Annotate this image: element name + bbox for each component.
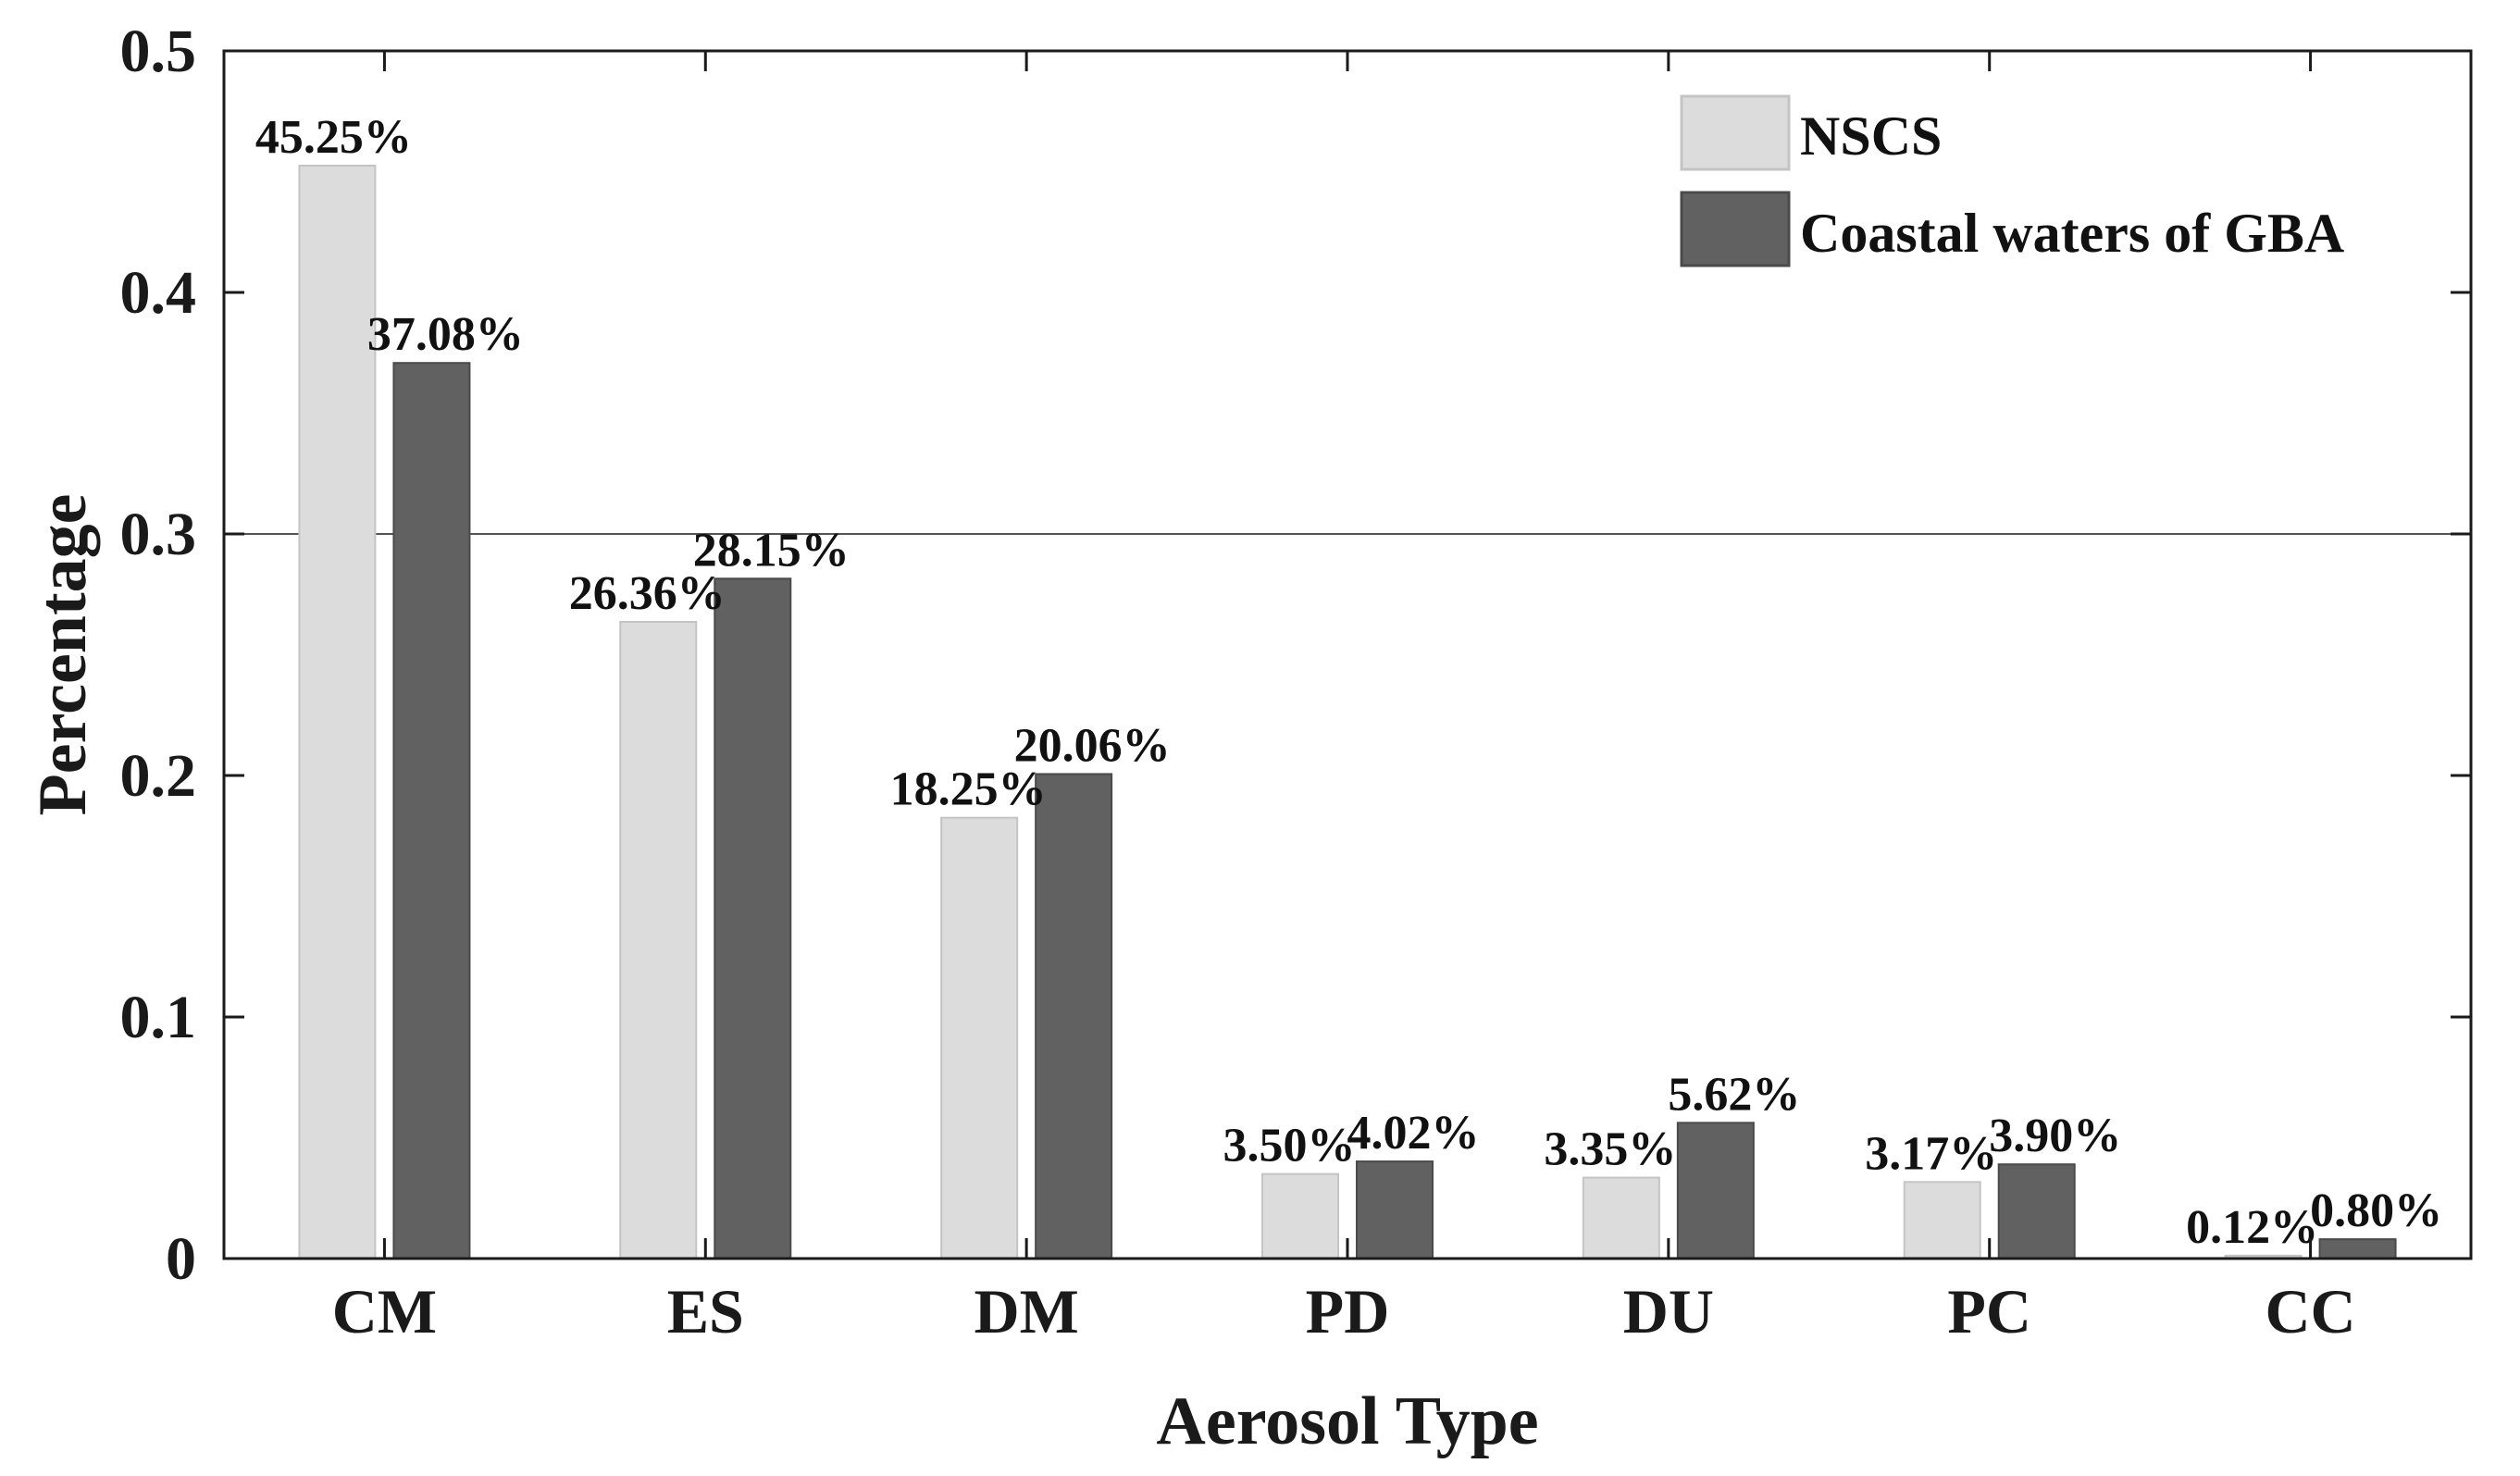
data-label-gba-dm: 20.06% [1014, 719, 1171, 772]
data-label-nscs-pc: 3.17% [1865, 1127, 1997, 1180]
bar-nscs-es [619, 621, 698, 1259]
data-label-nscs-cm: 45.25% [255, 111, 412, 164]
bar-gba-cc [2318, 1238, 2397, 1259]
data-label-nscs-du: 3.35% [1544, 1123, 1676, 1176]
axis-ticks-layer: 0 0.1 0.2 0.3 0.4 0.5 CM ES DM PD DU PC CC [120, 18, 2471, 1346]
x-tick-label-dm: DM [974, 1276, 1078, 1346]
bar-nscs-cm [298, 164, 377, 1260]
y-tick-label: 0.3 [120, 501, 197, 568]
x-tick-label-pc: PC [1947, 1276, 2031, 1346]
data-label-nscs-pd: 3.50% [1223, 1120, 1356, 1172]
legend-swatch-gba [1680, 191, 1791, 267]
y-tick-label: 0.1 [120, 984, 197, 1051]
legend-swatch-nscs [1680, 94, 1791, 171]
y-axis-title: Percentage [25, 494, 101, 816]
x-axis-title: Aerosol Type [1156, 1383, 1538, 1459]
bar-nscs-pd [1261, 1172, 1339, 1260]
data-label-nscs-cc: 0.12% [2186, 1201, 2318, 1254]
bar-gba-es [714, 577, 792, 1259]
y-tick-label: 0.5 [120, 18, 197, 85]
data-label-gba-du: 5.62% [1668, 1068, 1800, 1121]
bar-gba-dm [1035, 773, 1113, 1259]
data-label-gba-es: 28.15% [693, 524, 850, 577]
data-label-gba-cm: 37.08% [367, 308, 524, 361]
x-tick-label-cc: CC [2265, 1276, 2355, 1346]
y-tick-label: 0 [166, 1225, 196, 1293]
bar-gba-pd [1356, 1160, 1434, 1259]
x-tick-label-es: ES [667, 1276, 744, 1346]
data-label-gba-pc: 3.90% [1989, 1110, 2121, 1162]
legend: NSCS Coastal waters of GBA [1680, 94, 2344, 267]
bar-gba-cm [392, 362, 471, 1260]
data-label-gba-pd: 4.02% [1347, 1107, 1480, 1160]
bar-gba-du [1676, 1122, 1755, 1259]
data-label-nscs-es: 26.36% [569, 567, 726, 620]
y-tick-label: 0.4 [120, 259, 197, 327]
bar-gba-pc [1997, 1163, 2076, 1259]
legend-label-nscs: NSCS [1800, 105, 1942, 167]
bar-nscs-dm [940, 816, 1019, 1259]
x-tick-label-du: DU [1623, 1276, 1714, 1346]
x-tick-label-cm: CM [332, 1276, 437, 1346]
data-label-gba-cc: 0.80% [2310, 1185, 2442, 1237]
bar-nscs-du [1582, 1176, 1660, 1259]
legend-label-gba: Coastal waters of GBA [1800, 203, 2344, 264]
data-label-nscs-dm: 18.25% [890, 763, 1047, 816]
x-tick-label-pd: PD [1306, 1276, 1390, 1346]
y-tick-label: 0.2 [120, 742, 197, 810]
data-labels-layer: 45.25% 37.08% 26.36%28.15% 18.25%20.06% 3.50… [255, 111, 2442, 1254]
bar-nscs-pc [1903, 1181, 1981, 1259]
